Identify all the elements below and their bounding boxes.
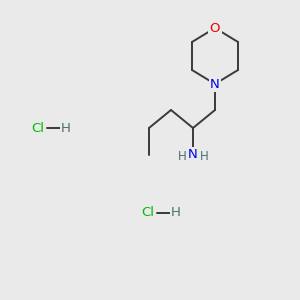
Text: N: N [210, 77, 220, 91]
Text: Cl: Cl [142, 206, 154, 220]
Text: N: N [188, 148, 198, 161]
Text: H: H [171, 206, 181, 220]
Text: H: H [200, 149, 208, 163]
Text: H: H [61, 122, 71, 134]
Text: O: O [210, 22, 220, 34]
Text: H: H [178, 149, 186, 163]
Text: Cl: Cl [32, 122, 44, 134]
